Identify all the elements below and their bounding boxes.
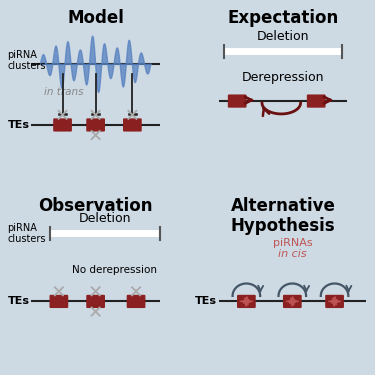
FancyBboxPatch shape	[307, 94, 326, 108]
Text: No derepression: No derepression	[72, 265, 156, 275]
Text: TEs: TEs	[195, 296, 217, 306]
Text: Observation: Observation	[38, 196, 153, 214]
FancyBboxPatch shape	[123, 118, 142, 132]
FancyBboxPatch shape	[237, 295, 256, 308]
Text: TEs: TEs	[8, 296, 30, 306]
FancyBboxPatch shape	[325, 295, 344, 308]
Text: Model: Model	[67, 9, 124, 27]
FancyBboxPatch shape	[86, 295, 105, 308]
FancyBboxPatch shape	[50, 295, 68, 308]
Text: Deletion: Deletion	[79, 212, 131, 225]
Text: Expectation: Expectation	[228, 9, 339, 27]
Text: in trans: in trans	[44, 87, 84, 97]
FancyBboxPatch shape	[283, 295, 302, 308]
Text: in cis: in cis	[278, 249, 307, 259]
Text: Alternative
Hypothesis: Alternative Hypothesis	[231, 196, 336, 235]
FancyBboxPatch shape	[127, 295, 146, 308]
FancyBboxPatch shape	[86, 118, 105, 132]
Text: Derepression: Derepression	[242, 70, 324, 84]
Text: TEs: TEs	[8, 120, 30, 130]
Text: piRNAs: piRNAs	[273, 238, 312, 248]
Text: Deletion: Deletion	[257, 30, 309, 43]
FancyBboxPatch shape	[53, 118, 72, 132]
Text: piRNA
clusters: piRNA clusters	[8, 50, 46, 71]
Text: piRNA
clusters: piRNA clusters	[8, 223, 46, 244]
FancyBboxPatch shape	[228, 94, 246, 108]
